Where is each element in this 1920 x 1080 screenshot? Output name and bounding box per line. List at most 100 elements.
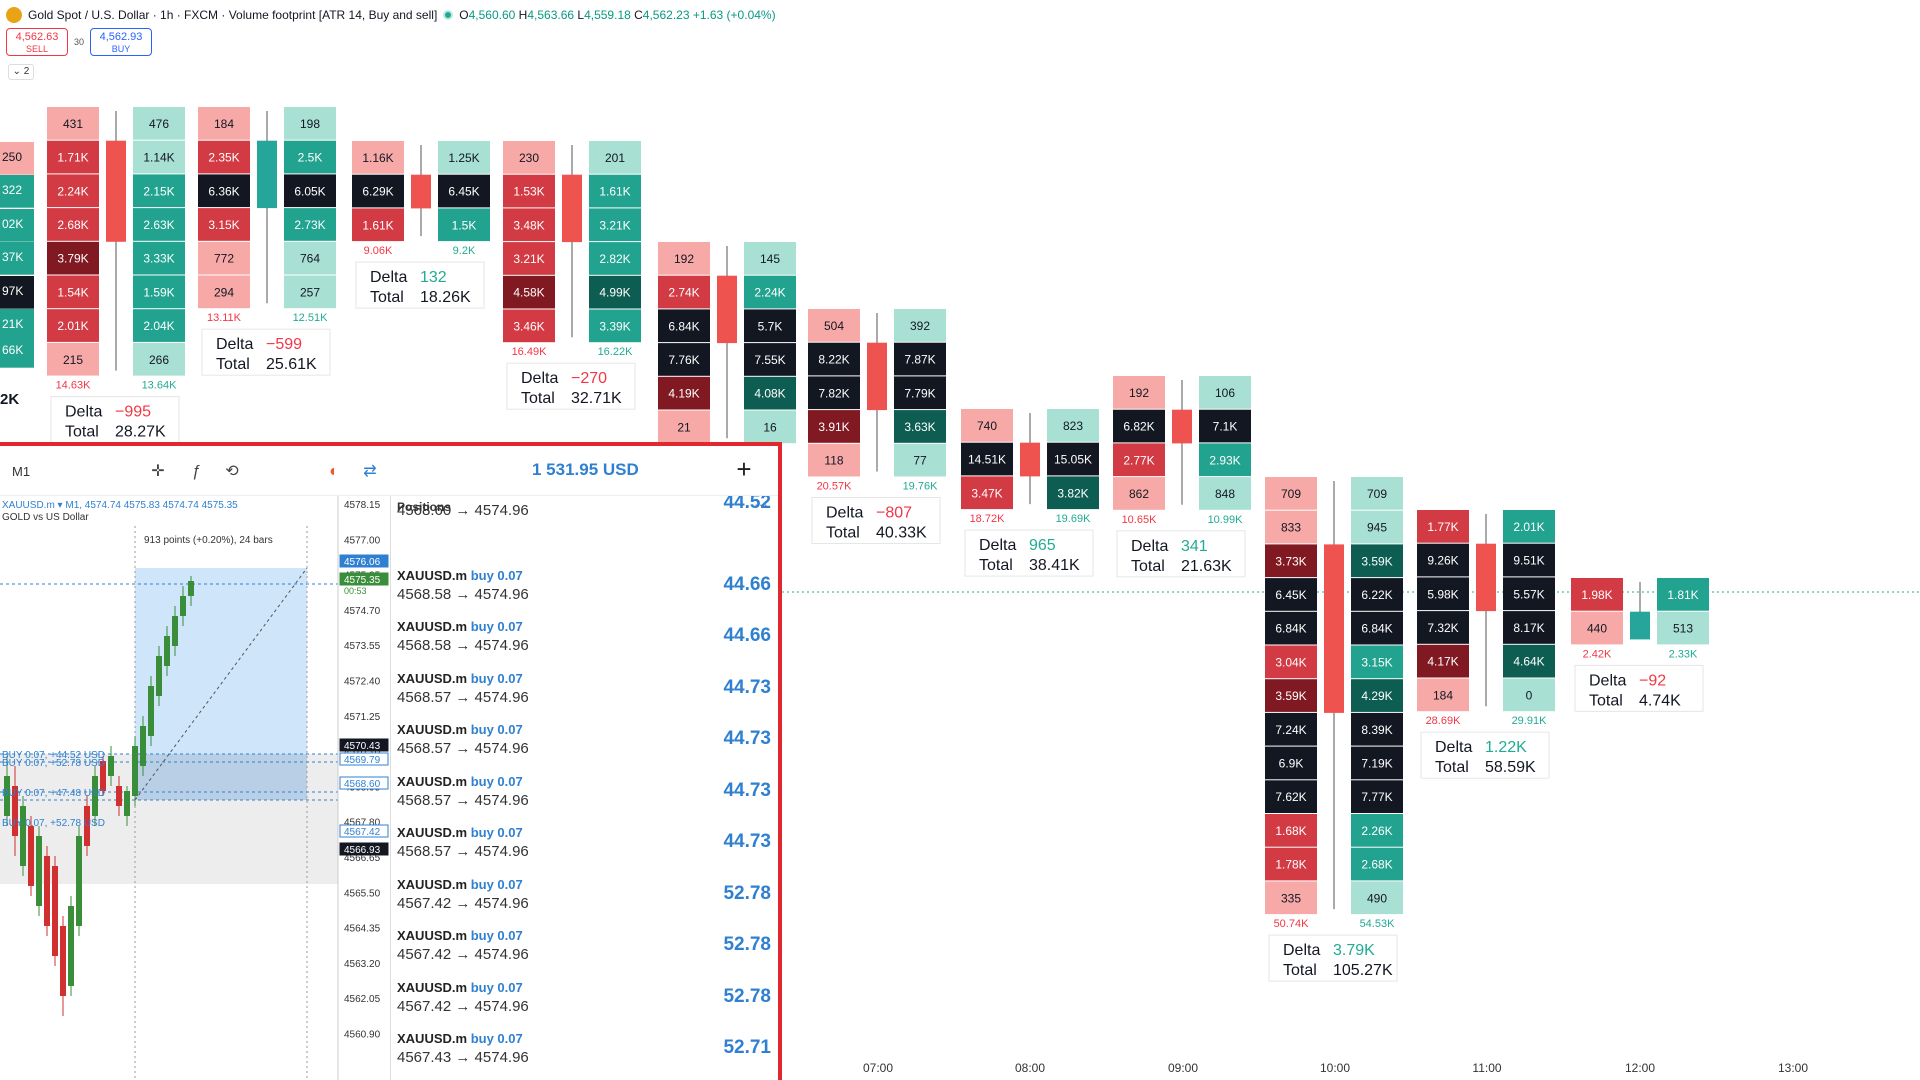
footprint-bar: 192 106 6.82K 7.1K 2.77K 2.93K 862 848 10.65K 10.… [1113,376,1251,578]
position-row[interactable]: XAUUSD.m buy 0.07 4567.42 → 4574.96 52.78 [397,871,775,923]
objects-icon[interactable]: ⟲ [225,463,239,480]
buy-volume-value: 1.61K [599,185,630,199]
buy-volume-value: 476 [149,117,169,131]
total-value: 32.71K [571,390,622,407]
buy-volume-cell [1503,678,1555,712]
price-axis-label: 4564.35 [344,924,381,935]
sell-volume-cell [503,141,555,174]
buy-volume-value: 8.39K [1361,723,1392,737]
buy-volume-value: 198 [300,117,320,131]
function-icon[interactable]: ƒ [191,463,201,480]
sell-total-value: 10.65K [1122,514,1158,526]
position-row[interactable]: XAUUSD.m buy 0.07 4568.58 → 4574.96 44.66 [397,562,775,614]
position-row[interactable]: 4568.60 → 4574.96 44.52 [397,496,775,544]
sell-volume-value: 6.84K [668,319,699,333]
position-row[interactable]: XAUUSD.m buy 0.07 4568.57 → 4574.96 44.73 [397,716,775,768]
delta-value: −995 [115,404,151,421]
buy-volume-value: 2.26K [1361,824,1392,838]
positions-panel[interactable]: Positions ··· 4568.60 → 4574.96 44.52 XAUU… [390,496,778,1080]
position-row[interactable]: XAUUSD.m buy 0.07 4567.42 → 4574.96 52.78 [397,974,775,1026]
sell-button[interactable]: 4,562.63 SELL [6,28,68,56]
price-tag-value: 4566.93 [344,845,381,856]
buy-volume-value: 6.45K [448,185,479,199]
position-row[interactable]: XAUUSD.m buy 0.07 4568.58 → 4574.96 44.66 [397,613,775,665]
position-prices: 4568.57 → 4574.96 [397,843,529,860]
trade-icon[interactable]: ⇄ [363,463,377,480]
buy-volume-cell [589,242,641,275]
candle-body [1324,544,1344,713]
position-row[interactable]: XAUUSD.m buy 0.07 4567.42 → 4574.96 52.78 [397,922,775,974]
buy-volume-cell [1351,477,1403,510]
sell-volume-cell [658,242,710,275]
buy-volume-cell [1351,814,1403,847]
sell-volume-cell [658,309,710,343]
buy-button[interactable]: 4,562.93 BUY [90,28,153,56]
positions-title: Positions [397,500,452,514]
sell-volume-value: 184 [1433,688,1453,702]
footprint-bar: 504 392 8.22K 7.87K 7.82K 7.79K 3.91K 3.63K 118 7… [808,309,946,544]
m1-candle-body [28,826,34,886]
gold-symbol-icon [6,7,22,23]
sell-volume-cell [47,174,99,208]
position-profit: 44.73 [723,728,771,749]
position-row[interactable]: XAUUSD.m buy 0.07 4567.43 → 4574.96 52.71 [397,1025,775,1077]
buy-volume-cell [1199,376,1251,409]
sell-volume-cell [503,174,555,208]
buy-volume-cell [438,141,490,174]
m1-candle-body [20,806,26,866]
buy-volume-value: 709 [1367,487,1387,501]
m1-chart[interactable]: XAUUSD.m ▾ M1, 4574.74 4575.83 4574.74 4… [0,496,390,1080]
indicators-collapse-button[interactable]: ⌄ 2 [8,64,34,80]
sell-volume-cell [1265,881,1317,915]
new-order-button[interactable]: + [736,454,752,484]
buy-volume-cell [133,107,185,140]
sell-volume-cell [503,309,555,343]
position-row[interactable]: XAUUSD.m buy 0.07 4568.57 → 4574.96 44.73 [397,665,775,717]
buy-total-value: 19.69K [1056,513,1092,525]
total-label: Total [1435,759,1469,776]
edge-cell [0,276,34,309]
sell-volume-cell [1265,578,1317,611]
position-row[interactable]: XAUUSD.m buy 0.07 4568.57 → 4574.96 44.73 [397,819,775,871]
signals-icon[interactable]: ◐ [329,463,339,480]
price-tag-value: 4576.06 [344,557,381,568]
mobile-trading-window[interactable]: M1 ✛ ƒ ⟲ ◐ ⇄ 1 531.95 USD + XAUUSD.m ▾ M… [0,442,782,1080]
crosshair-icon[interactable]: ✛ [151,463,165,480]
buy-volume-value: 7.87K [904,353,935,367]
time-axis-label: 07:00 [863,1061,893,1075]
total-label: Total [826,525,860,542]
sell-volume-value: 8.22K [818,353,849,367]
sell-volume-cell [1265,814,1317,847]
total-value: 25.61K [266,356,317,373]
position-symbol: XAUUSD.m buy 0.07 [397,928,523,943]
sell-volume-value: 21 [677,420,691,434]
buy-volume-value: 4.29K [1361,689,1392,703]
more-options-icon[interactable]: ··· [754,496,768,512]
sell-volume-value: 3.21K [513,252,544,266]
position-symbol-text: XAUUSD.m [397,567,468,583]
buy-volume-cell [1047,442,1099,476]
edge-cell-value: 02K [2,217,23,231]
position-row[interactable]: XAUUSD.m buy 0.07 4568.57 → 4574.96 44.73 [397,768,775,820]
buy-price: 4,562.93 [99,31,143,43]
buy-volume-value: 2.01K [1513,520,1544,534]
buy-volume-cell [284,208,336,241]
timeframe-button[interactable]: M1 [12,464,31,479]
buy-volume-cell [1503,577,1555,611]
edge-cell [0,335,34,368]
sell-volume-cell [1417,678,1469,712]
sell-volume-value: 7.62K [1275,790,1306,804]
buy-volume-value: 513 [1673,622,1693,636]
buy-volume-cell [284,174,336,208]
buy-volume-value: 2.15K [143,184,174,198]
sell-total-value: 28.69K [1426,715,1462,727]
m1-candle-body [52,866,58,956]
m1-candle-body [172,616,178,646]
buy-volume-cell [438,208,490,242]
sell-volume-value: 1.98K [1581,588,1612,602]
sell-volume-value: 14.51K [968,453,1006,467]
buy-volume-value: 3.63K [904,420,935,434]
symbol-title[interactable]: Gold Spot / U.S. Dollar · 1h · FXCM · Vo… [28,8,438,22]
